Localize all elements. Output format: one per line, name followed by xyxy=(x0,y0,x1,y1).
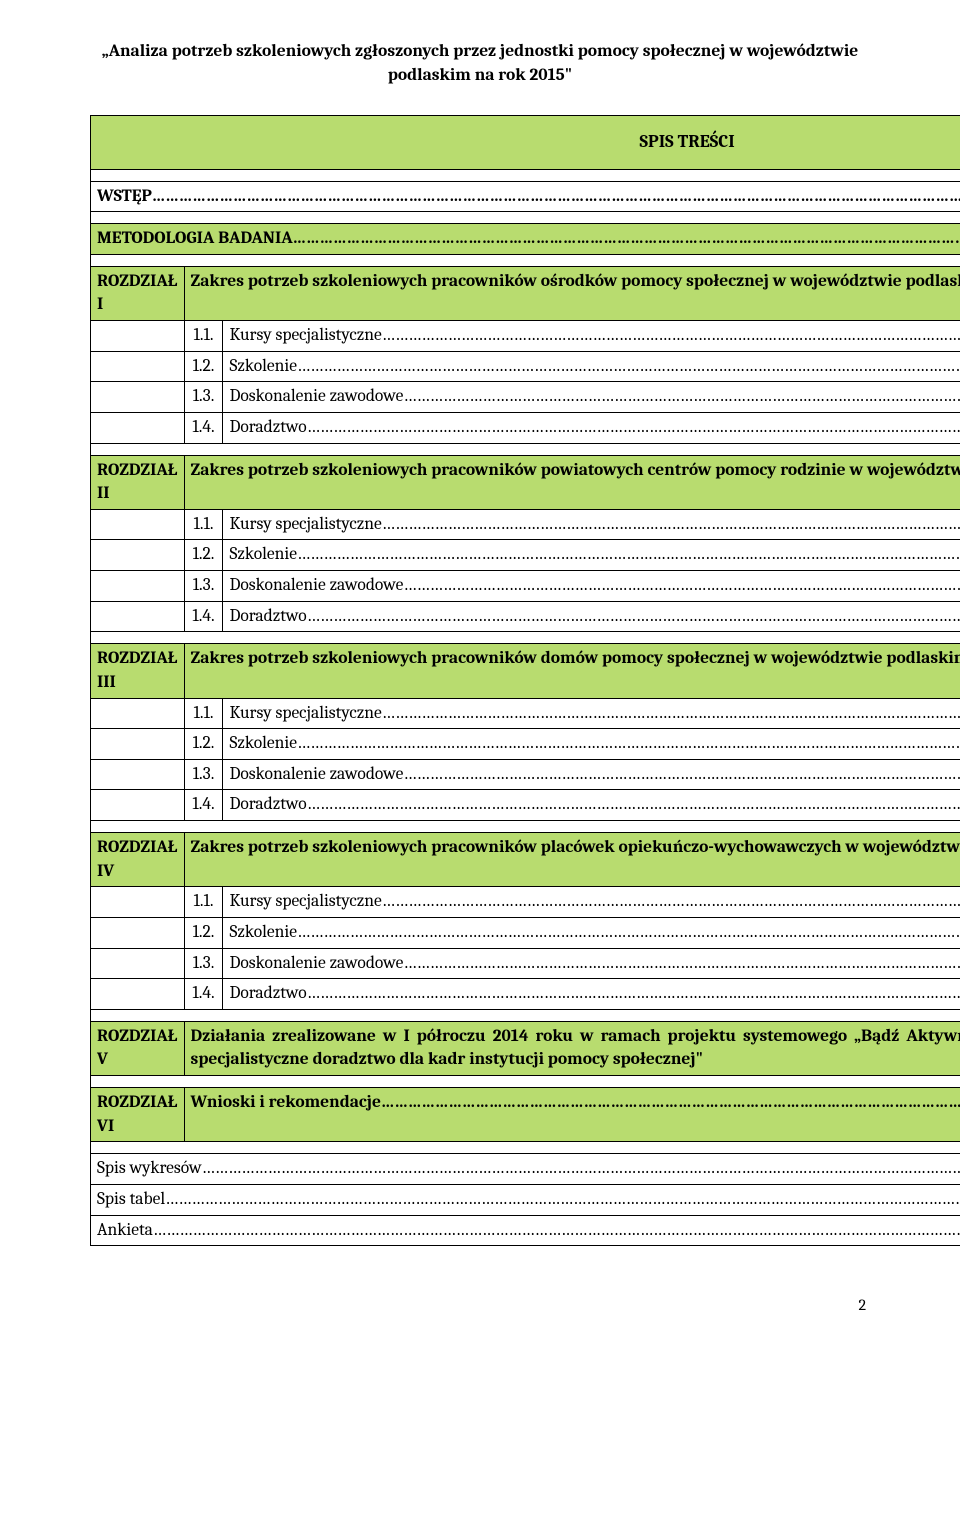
ch4-r2-t: Szkolenie xyxy=(223,917,960,948)
ch3-r3-t: Doskonalenie zawodowe xyxy=(223,759,960,790)
ch3-r4-t: Doradztwo xyxy=(223,790,960,821)
ch2-r2-n: 1.2. xyxy=(184,540,223,571)
ch1-r3-t: Doskonalenie zawodowe xyxy=(223,382,960,413)
document-page: „Analiza potrzeb szkoleniowych zgłoszony… xyxy=(0,0,960,1344)
back-r2-t: Spis tabel xyxy=(91,1184,960,1215)
ch4-name: ROZDZIAŁ IV xyxy=(91,833,185,887)
ch2-r3-n: 1.3. xyxy=(184,571,223,602)
ch4-r3-t: Doskonalenie zawodowe xyxy=(223,948,960,979)
ch2-r4-t: Doradztwo xyxy=(223,601,960,632)
ch4-r4-t: Doradztwo xyxy=(223,979,960,1010)
header-line-1: „Analiza potrzeb szkoleniowych zgłoszony… xyxy=(102,41,859,61)
ch3-r2-t: Szkolenie xyxy=(223,729,960,760)
ch6-name: ROZDZIAŁ VI xyxy=(91,1088,185,1142)
ch3-r1-t: Kursy specjalistyczne xyxy=(223,698,960,729)
ch1-r2-n: 1.2. xyxy=(184,351,223,382)
toc-title: SPIS TREŚCI xyxy=(91,116,960,169)
ch1-r1-n: 1.1. xyxy=(184,321,223,352)
ch2-r3-t: Doskonalenie zawodowe xyxy=(223,571,960,602)
ch3-title: Zakres potrzeb szkoleniowych pracowników… xyxy=(184,644,960,698)
ch5-name: ROZDZIAŁ V xyxy=(91,1021,185,1075)
ch4-r2-n: 1.2. xyxy=(184,917,223,948)
ch1-r1-t: Kursy specjalistyczne xyxy=(223,321,960,352)
ch1-r4-n: 1.4. xyxy=(184,412,223,443)
back-r3-t: Ankieta xyxy=(91,1215,960,1246)
ch3-r2-n: 1.2. xyxy=(184,729,223,760)
ch1-r2-t: Szkolenie xyxy=(223,351,960,382)
ch3-r3-n: 1.3. xyxy=(184,759,223,790)
ch4-title: Zakres potrzeb szkoleniowych pracowników… xyxy=(184,833,960,887)
ch3-r4-n: 1.4. xyxy=(184,790,223,821)
toc-table: SPIS TREŚCI WSTĘP 3 METODOLOGIA BADANIA … xyxy=(90,115,960,1246)
ch2-title: Zakres potrzeb szkoleniowych pracowników… xyxy=(184,455,960,509)
ch2-r4-n: 1.4. xyxy=(184,601,223,632)
ch2-r2-t: Szkolenie xyxy=(223,540,960,571)
ch1-title: Zakres potrzeb szkoleniowych pracowników… xyxy=(184,266,960,320)
ch2-r1-t: Kursy specjalistyczne xyxy=(223,509,960,540)
ch4-r4-n: 1.4. xyxy=(184,979,223,1010)
ch2-r1-n: 1.1. xyxy=(184,509,223,540)
ch1-name: ROZDZIAŁ I xyxy=(91,266,185,320)
back-r1-t: Spis wykresów xyxy=(91,1154,960,1185)
ch4-r1-n: 1.1. xyxy=(184,887,223,918)
ch5-title: Działania zrealizowane w I półroczu 2014… xyxy=(184,1021,960,1075)
toc-metodologia: METODOLOGIA BADANIA xyxy=(91,224,960,255)
toc-wstep: WSTĘP xyxy=(91,181,960,212)
ch3-name: ROZDZIAŁ III xyxy=(91,644,185,698)
header-line-2: podlaskim na rok 2015" xyxy=(388,65,572,85)
ch6-title: Wnioski i rekomendacje xyxy=(184,1088,960,1142)
ch4-r3-n: 1.3. xyxy=(184,948,223,979)
document-header: „Analiza potrzeb szkoleniowych zgłoszony… xyxy=(90,40,870,87)
ch2-name: ROZDZIAŁ II xyxy=(91,455,185,509)
ch1-r4-t: Doradztwo xyxy=(223,412,960,443)
ch1-r3-n: 1.3. xyxy=(184,382,223,413)
ch4-r1-t: Kursy specjalistyczne xyxy=(223,887,960,918)
page-number: 2 xyxy=(90,1296,870,1314)
ch3-r1-n: 1.1. xyxy=(184,698,223,729)
